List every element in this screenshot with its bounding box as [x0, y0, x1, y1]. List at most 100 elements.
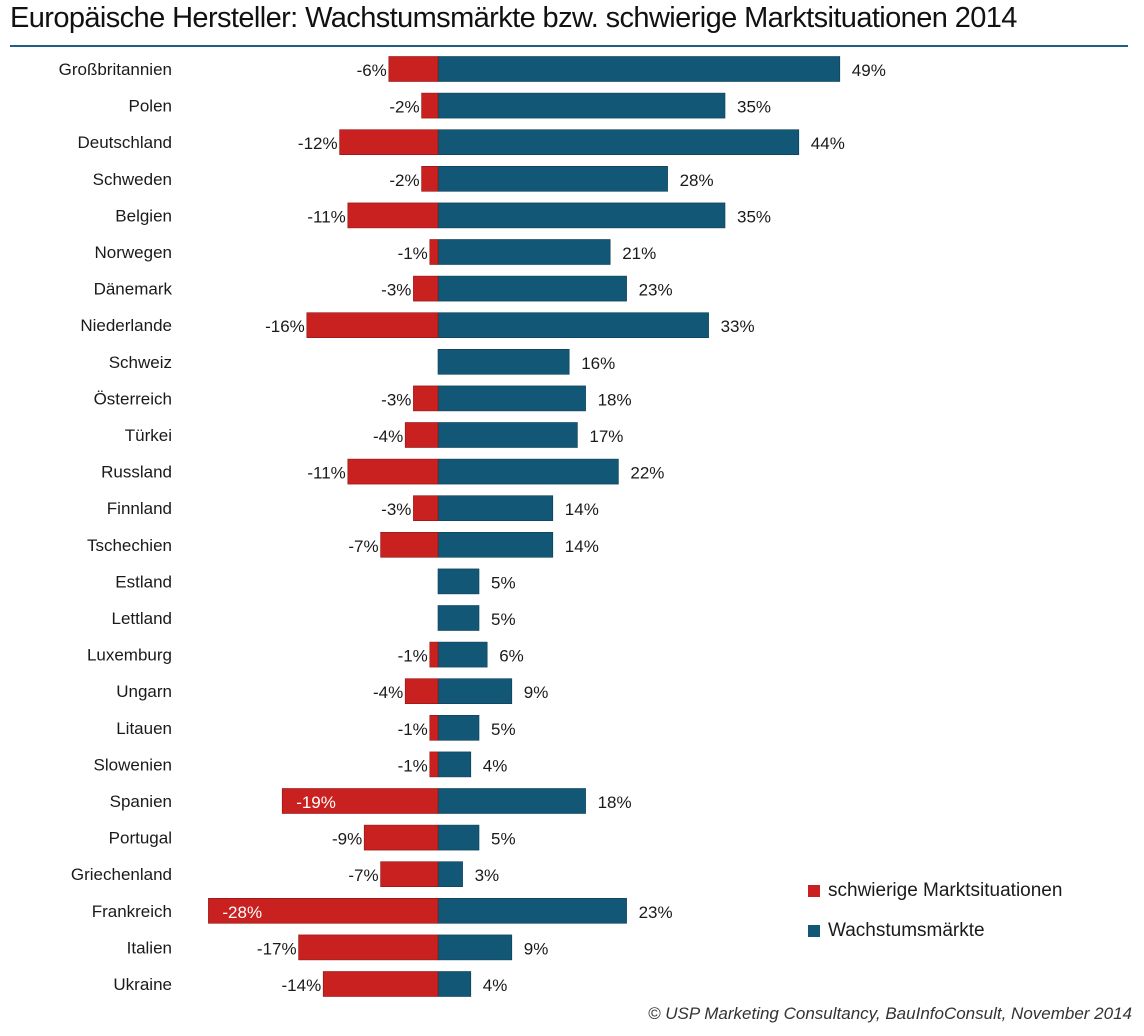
chart-title: Europäische Hersteller: Wachstumsmärkte … [10, 2, 1017, 34]
bar-row-frankreich: Frankreich 23% -28% [92, 897, 673, 924]
bar-wachstum-frankreich [437, 897, 627, 924]
bar-wachstum-italien [437, 934, 513, 961]
value-label-schwierig-griechenland: -7% [348, 866, 378, 885]
bar-schwierig-niederlande [306, 312, 439, 339]
category-label-tschechien: Tschechien [87, 536, 172, 555]
value-label-schwierig-finnland: -3% [381, 500, 411, 519]
bar-wachstum-norwegen [437, 239, 611, 265]
category-label-frankreich: Frankreich [92, 902, 172, 921]
category-label-deutschland: Deutschland [77, 133, 172, 152]
value-label-wachstum-litauen: 5% [491, 720, 516, 739]
bar-wachstum-finnland [437, 495, 554, 522]
bar-schwierig-tschechien [380, 531, 439, 558]
bar-schwierig-belgien [347, 202, 439, 229]
bar-row-ukraine: Ukraine 4% -14% [113, 971, 508, 997]
value-label-wachstum-finnland: 14% [565, 500, 599, 519]
value-label-wachstum-oesterreich: 18% [598, 390, 632, 409]
bar-schwierig-griechenland [380, 861, 439, 888]
category-label-tuerkei: Türkei [125, 426, 172, 445]
category-label-polen: Polen [129, 97, 172, 116]
bar-schwierig-ungarn [404, 678, 439, 705]
chart-legend: schwierige Marktsituationen Wachstumsmär… [808, 878, 1062, 958]
bar-schwierig-portugal [363, 824, 439, 851]
value-label-wachstum-luxemburg: 6% [499, 647, 524, 666]
bar-row-schweden: Schweden 28% -2% [93, 166, 714, 192]
value-label-schwierig-grossbritannien: -6% [357, 61, 387, 80]
value-label-wachstum-italien: 9% [524, 939, 549, 958]
bar-schwierig-ukraine [322, 971, 439, 997]
value-label-wachstum-deutschland: 44% [811, 134, 845, 153]
value-label-wachstum-polen: 35% [737, 98, 771, 117]
category-label-ukraine: Ukraine [113, 975, 172, 994]
category-label-portugal: Portugal [109, 829, 172, 848]
category-label-schweden: Schweden [93, 170, 172, 189]
bar-row-litauen: Litauen 5% -1% [116, 714, 516, 741]
bar-wachstum-schweden [437, 166, 668, 192]
bar-wachstum-russland [437, 458, 619, 485]
value-label-schwierig-niederlande: -16% [265, 317, 305, 336]
bar-wachstum-niederlande [437, 312, 709, 339]
category-label-spanien: Spanien [110, 792, 172, 811]
value-label-schwierig-ukraine: -14% [282, 976, 322, 995]
bar-row-portugal: Portugal 5% -9% [109, 824, 516, 851]
bar-wachstum-schweiz [437, 348, 570, 375]
value-label-wachstum-russland: 22% [630, 464, 664, 483]
bar-row-deutschland: Deutschland 44% -12% [77, 129, 845, 155]
bar-schwierig-schweden [421, 166, 439, 192]
category-label-niederlande: Niederlande [80, 316, 172, 335]
legend-swatch-negative [808, 885, 820, 897]
bar-schwierig-italien [298, 934, 439, 961]
value-label-wachstum-portugal: 5% [491, 830, 516, 849]
bar-row-oesterreich: Österreich 18% -3% [94, 385, 632, 412]
title-underline [10, 45, 1128, 47]
value-label-schwierig-polen: -2% [389, 98, 419, 117]
bar-schwierig-finnland [413, 495, 439, 522]
bar-schwierig-oesterreich [413, 385, 439, 412]
value-label-wachstum-grossbritannien: 49% [852, 61, 886, 80]
value-label-wachstum-tschechien: 14% [565, 537, 599, 556]
value-label-wachstum-schweden: 28% [680, 171, 714, 190]
bar-schwierig-slowenien [429, 751, 439, 778]
bar-schwierig-luxemburg [429, 641, 439, 668]
category-label-estland: Estland [115, 572, 172, 591]
value-label-wachstum-estland: 5% [491, 573, 516, 592]
bar-row-norwegen: Norwegen 21% -1% [95, 239, 656, 265]
bar-wachstum-tschechien [437, 531, 554, 558]
category-label-oesterreich: Österreich [94, 389, 172, 408]
value-label-wachstum-spanien: 18% [598, 793, 632, 812]
bar-schwierig-russland [347, 458, 439, 485]
bar-wachstum-luxemburg [437, 641, 488, 668]
bar-row-polen: Polen 35% -2% [129, 92, 771, 119]
value-label-schwierig-litauen: -1% [398, 720, 428, 739]
bar-wachstum-litauen [437, 714, 480, 741]
bar-wachstum-portugal [437, 824, 480, 851]
bar-row-luxemburg: Luxemburg 6% -1% [87, 641, 524, 668]
bar-schwierig-spanien [281, 788, 439, 814]
legend-label-negative: schwierige Marktsituationen [828, 880, 1063, 901]
value-label-schwierig-oesterreich: -3% [381, 390, 411, 409]
bar-schwierig-tuerkei [404, 422, 439, 448]
bar-row-tschechien: Tschechien 14% -7% [87, 531, 599, 558]
bar-schwierig-polen [421, 92, 439, 119]
bar-wachstum-oesterreich [437, 385, 586, 412]
legend-label-positive: Wachstumsmärkte [828, 920, 985, 941]
source-credit: © USP Marketing Consultancy, BauInfoCons… [647, 1004, 1132, 1023]
bar-row-estland: Estland 5% [115, 568, 516, 595]
value-label-wachstum-ukraine: 4% [483, 976, 508, 995]
bar-wachstum-estland [437, 568, 480, 595]
value-label-wachstum-griechenland: 3% [475, 866, 500, 885]
value-label-wachstum-ungarn: 9% [524, 683, 549, 702]
value-label-wachstum-niederlande: 33% [721, 317, 755, 336]
bar-wachstum-spanien [437, 788, 586, 814]
bar-wachstum-tuerkei [437, 422, 578, 448]
bar-row-spanien: Spanien 18% -19% [110, 788, 632, 814]
bar-row-grossbritannien: Großbritannien 49% -6% [59, 56, 886, 82]
bar-row-slowenien: Slowenien 4% -1% [94, 751, 507, 778]
legend-item-positive: Wachstumsmärkte [808, 918, 1062, 944]
legend-item-negative: schwierige Marktsituationen [808, 878, 1062, 904]
value-label-wachstum-belgien: 35% [737, 207, 771, 226]
category-label-grossbritannien: Großbritannien [59, 60, 172, 79]
bar-row-schweiz: Schweiz 16% [109, 348, 615, 375]
value-label-schwierig-luxemburg: -1% [398, 647, 428, 666]
